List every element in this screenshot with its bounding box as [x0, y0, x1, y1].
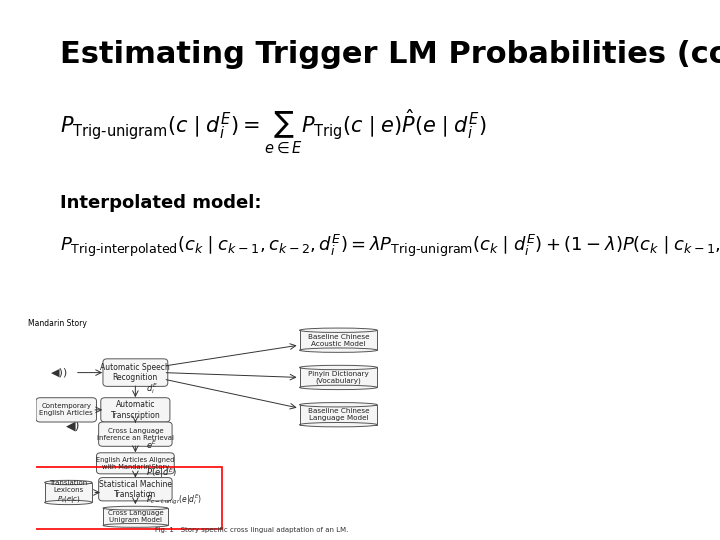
- Text: $\hat{P}_{c-l,unigr}(e|d_i^E)$: $\hat{P}_{c-l,unigr}(e|d_i^E)$: [146, 490, 202, 507]
- Bar: [45, 483, 92, 502]
- Text: Estimating Trigger LM Probabilities (cont.): Estimating Trigger LM Probabilities (con…: [60, 40, 720, 69]
- Text: $\hat{P}(e|d^E)$: $\hat{P}(e|d^E)$: [146, 463, 177, 480]
- Text: Translation
Lexicons
$P_t(e|c)$: Translation Lexicons $P_t(e|c)$: [49, 480, 88, 505]
- FancyBboxPatch shape: [96, 453, 174, 474]
- Text: Statistical Machine
Translation: Statistical Machine Translation: [99, 480, 172, 499]
- Bar: [103, 508, 168, 525]
- Text: $e^E$: $e^E$: [146, 438, 158, 451]
- Bar: [300, 405, 377, 424]
- FancyBboxPatch shape: [99, 477, 172, 501]
- Ellipse shape: [103, 523, 168, 527]
- Text: Automatic
Transcription: Automatic Transcription: [110, 400, 161, 420]
- Text: $P_{\mathrm{Trig\text{-}unigram}}(c\mid d_i^E) = \sum_{e \in E} P_{\mathrm{Trig}: $P_{\mathrm{Trig\text{-}unigram}}(c\mid …: [60, 106, 487, 156]
- Bar: [300, 368, 377, 387]
- Text: Cross Language
Inference an Retrieval: Cross Language Inference an Retrieval: [97, 428, 174, 441]
- Text: Pinyin Dictionary
(Vocabulary): Pinyin Dictionary (Vocabulary): [308, 370, 369, 384]
- FancyBboxPatch shape: [101, 397, 170, 422]
- Ellipse shape: [45, 500, 92, 504]
- Text: Contemporary
English Articles: Contemporary English Articles: [40, 403, 93, 416]
- Text: ◀)): ◀)): [51, 368, 68, 377]
- Ellipse shape: [300, 403, 377, 407]
- Text: $d_i^E$: $d_i^E$: [146, 381, 158, 396]
- Bar: [300, 330, 377, 350]
- Text: $P_{\mathrm{Trig\text{-}interpolated}}(c_k\mid c_{k-1}, c_{k-2}, d_i^E) = \lambd: $P_{\mathrm{Trig\text{-}interpolated}}(c…: [60, 233, 720, 259]
- Text: Baseline Chinese
Language Model: Baseline Chinese Language Model: [307, 408, 369, 421]
- Text: Fig. 1   Story specific cross lingual adaptation of an LM.: Fig. 1 Story specific cross lingual adap…: [156, 527, 348, 533]
- Ellipse shape: [300, 328, 377, 333]
- Text: Mandarin Story: Mandarin Story: [28, 320, 87, 328]
- Text: ◀): ◀): [66, 419, 81, 432]
- Ellipse shape: [300, 365, 377, 370]
- Ellipse shape: [300, 422, 377, 427]
- Text: Automatic Speech
Recognition: Automatic Speech Recognition: [101, 363, 170, 382]
- Text: Interpolated model:: Interpolated model:: [60, 194, 261, 212]
- Ellipse shape: [300, 385, 377, 390]
- FancyBboxPatch shape: [99, 422, 172, 446]
- Text: Baseline Chinese
Acoustic Model: Baseline Chinese Acoustic Model: [307, 334, 369, 347]
- Text: English Articles Aligned
with Mandarin Story: English Articles Aligned with Mandarin S…: [96, 457, 174, 470]
- Text: Cross Language
Unigram Model: Cross Language Unigram Model: [107, 510, 163, 523]
- Ellipse shape: [103, 507, 168, 510]
- FancyBboxPatch shape: [36, 397, 96, 422]
- Ellipse shape: [45, 481, 92, 485]
- Bar: [34, 467, 222, 529]
- FancyBboxPatch shape: [103, 359, 168, 387]
- Ellipse shape: [300, 348, 377, 353]
